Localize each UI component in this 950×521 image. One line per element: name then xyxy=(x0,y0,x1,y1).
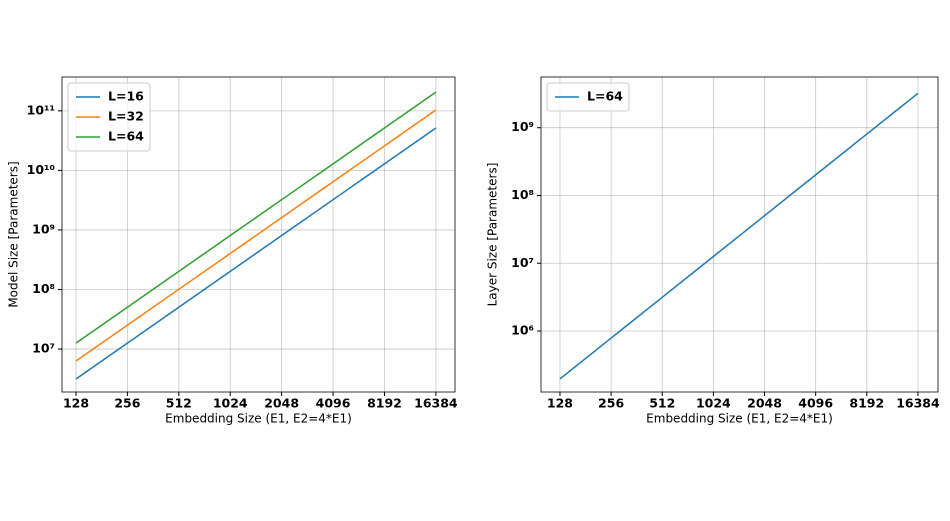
y-tick-label: 10⁶ xyxy=(511,323,534,338)
subplot: 128 256 512 1024 2048 4096 8192 16384 10⁶ 10⁷ 10⁸ 1… xyxy=(486,76,940,426)
x-tick-label: 128 xyxy=(63,396,89,411)
x-tick-label: 128 xyxy=(547,396,573,411)
x-axis-label: Embedding Size (E1, E2=4*E1) xyxy=(646,412,833,426)
x-tick-label: 4096 xyxy=(798,396,833,411)
legend-label: L=64 xyxy=(108,129,144,144)
x-tick-label: 16384 xyxy=(896,396,940,411)
y-tick-label: 10⁷ xyxy=(511,255,534,270)
x-tick-label: 16384 xyxy=(414,396,458,411)
legend-label: L=64 xyxy=(587,89,623,104)
subplot: 128 256 512 1024 2048 4096 8192 16384 10⁷ 10⁸ 10⁹ 1… xyxy=(7,76,458,426)
series-line xyxy=(75,127,437,380)
series-line xyxy=(75,91,437,344)
y-tick-label: 10⁹ xyxy=(511,119,534,134)
series-line xyxy=(75,109,437,362)
y-tick-label: 10¹⁰ xyxy=(27,162,55,177)
y-tick-label: 10⁸ xyxy=(32,281,55,296)
x-tick-label: 256 xyxy=(598,396,624,411)
y-axis-label: Model Size [Parameters] xyxy=(7,161,21,307)
legend-box xyxy=(67,82,151,152)
x-tick-label: 1024 xyxy=(213,396,248,411)
y-tick-label: 10⁸ xyxy=(511,187,534,202)
x-tick-label: 8192 xyxy=(367,396,402,411)
x-tick-label: 2048 xyxy=(264,396,299,411)
plot-frame xyxy=(61,76,456,393)
x-tick-label: 8192 xyxy=(849,396,884,411)
x-tick-label: 256 xyxy=(114,396,140,411)
y-tick-label: 10¹¹ xyxy=(27,102,55,117)
plot-frame xyxy=(540,76,939,393)
y-axis-label: Layer Size [Parameters] xyxy=(486,163,500,307)
x-tick-label: 512 xyxy=(649,396,675,411)
x-tick-label: 1024 xyxy=(696,396,731,411)
x-axis-label: Embedding Size (E1, E2=4*E1) xyxy=(165,412,352,426)
legend-label: L=16 xyxy=(108,89,144,104)
x-tick-label: 2048 xyxy=(747,396,782,411)
y-tick-label: 10⁹ xyxy=(32,221,55,236)
y-tick-label: 10⁷ xyxy=(32,341,55,356)
series-line xyxy=(559,92,919,380)
legend-label: L=32 xyxy=(108,109,144,124)
x-tick-label: 512 xyxy=(166,396,192,411)
x-tick-label: 4096 xyxy=(316,396,351,411)
legend-box xyxy=(546,82,630,112)
